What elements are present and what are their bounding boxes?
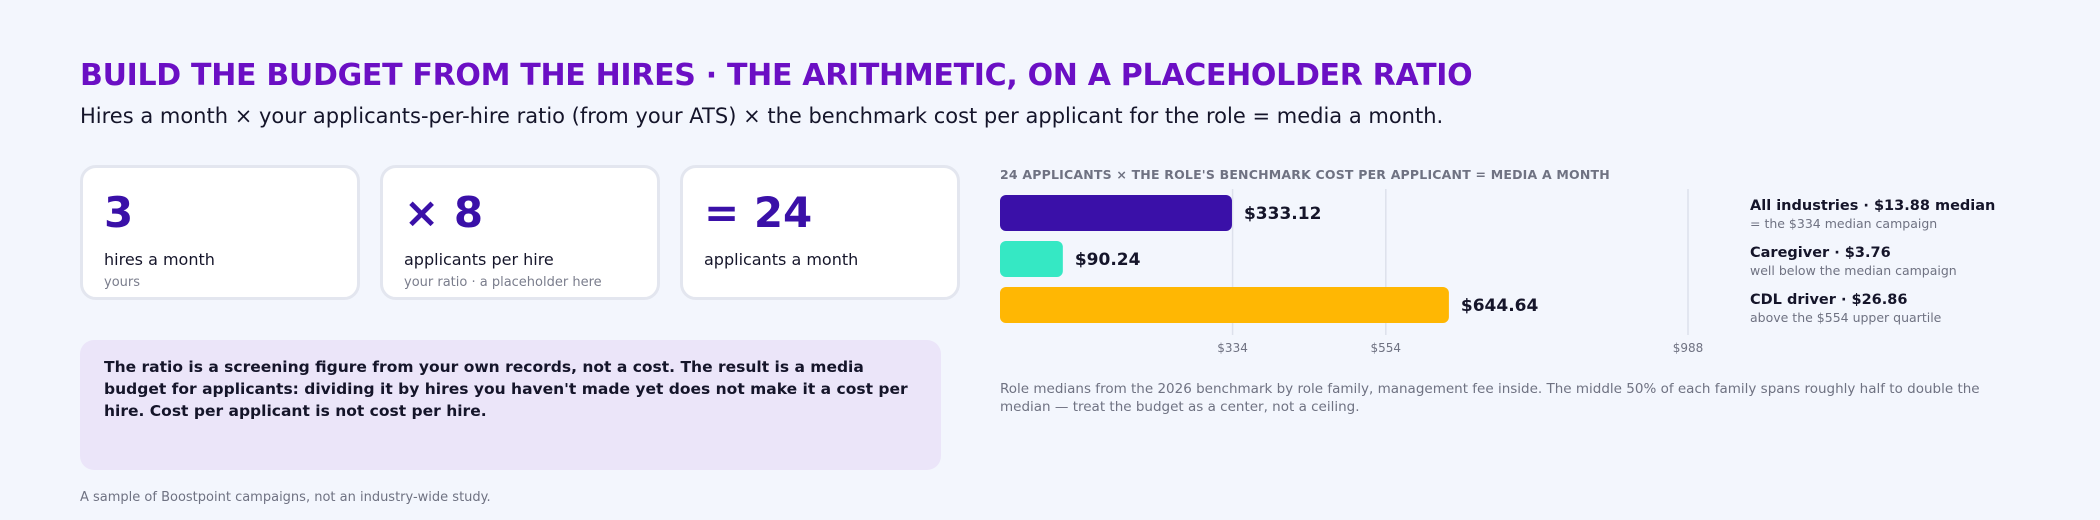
ratio-value: × 8 <box>404 188 484 237</box>
legend-title: All industries · $13.88 median <box>1750 198 1996 214</box>
ratio-card: × 8 applicants per hire your ratio · a p… <box>380 165 660 300</box>
ratio-label: applicants per hire <box>404 250 554 269</box>
chart-legend: All industries · $13.88 median = the $33… <box>1750 198 2080 339</box>
chart-footnote: Role medians from the 2026 benchmark by … <box>1000 381 1980 415</box>
hires-value: 3 <box>104 188 134 237</box>
applicants-value: = 24 <box>704 188 813 237</box>
ratio-note: The ratio is a screening figure from you… <box>80 340 941 470</box>
reference-tick-label: $988 <box>1673 341 1704 355</box>
hires-sub: yours <box>104 275 141 290</box>
bar-value-label: $333.12 <box>1244 204 1321 224</box>
applicants-label: applicants a month <box>704 250 859 269</box>
page-subtitle: Hires a month × your applicants-per-hire… <box>80 104 1444 128</box>
bar <box>1000 287 1449 323</box>
hires-label: hires a month <box>104 250 215 269</box>
applicants-card: = 24 applicants a month <box>680 165 960 300</box>
legend-item-all-industries: All industries · $13.88 median = the $33… <box>1750 198 2080 231</box>
legend-item-caregiver: Caregiver · $3.76 well below the median … <box>1750 245 2080 278</box>
footer-note: A sample of Boostpoint campaigns, not an… <box>80 490 491 505</box>
legend-title: CDL driver · $26.86 <box>1750 292 1908 308</box>
page-title: BUILD THE BUDGET FROM THE HIRES · THE AR… <box>80 58 1473 93</box>
legend-sub: = the $334 median campaign <box>1750 216 1938 231</box>
bar <box>1000 195 1232 231</box>
bar <box>1000 241 1063 277</box>
legend-item-cdl-driver: CDL driver · $26.86 above the $554 upper… <box>1750 292 2080 325</box>
budget-bar-chart: $334 $554 $988 $333.12 $90.24 $644.64 <box>1000 189 1704 355</box>
chart-title: 24 APPLICANTS × THE ROLE'S BENCHMARK COS… <box>1000 167 1610 182</box>
bar-value-label: $90.24 <box>1075 250 1141 270</box>
legend-title: Caregiver · $3.76 <box>1750 245 1891 261</box>
reference-tick-label: $334 <box>1217 341 1248 355</box>
ratio-sub: your ratio · a placeholder here <box>404 275 602 290</box>
legend-sub: well below the median campaign <box>1750 263 1957 278</box>
reference-tick-label: $554 <box>1371 341 1402 355</box>
hires-card: 3 hires a month yours <box>80 165 360 300</box>
legend-sub: above the $554 upper quartile <box>1750 310 1942 325</box>
bar-value-label: $644.64 <box>1461 296 1539 316</box>
